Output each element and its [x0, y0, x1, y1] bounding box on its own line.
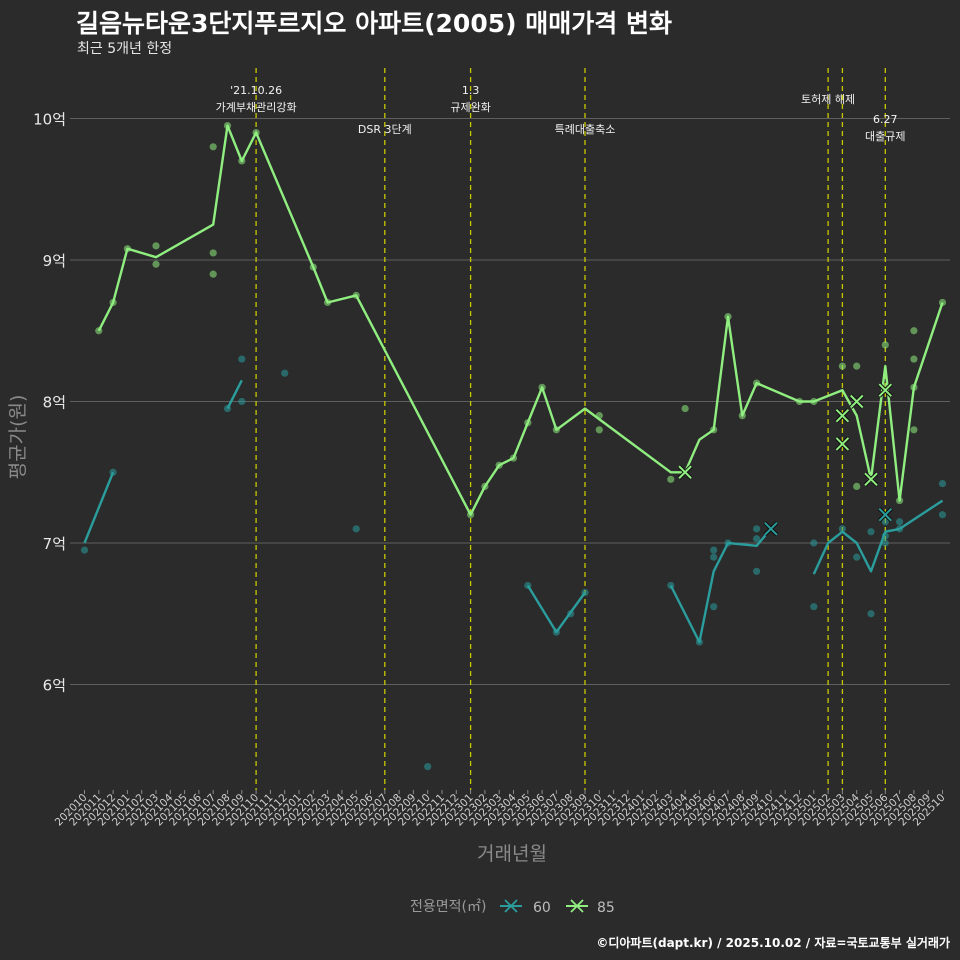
data-point-85: [595, 426, 603, 434]
cancelled-marker-85: [878, 383, 893, 397]
data-point-60: [938, 479, 947, 488]
data-point-85: [853, 362, 861, 370]
event-label: 1.3: [462, 84, 480, 97]
series-line-60: [669, 528, 772, 644]
data-point-60: [753, 567, 761, 575]
data-point-60: [938, 511, 947, 519]
data-point-85: [881, 341, 889, 349]
chart-subtitle: 최근 5개년 한정: [77, 41, 173, 57]
y-tick-label: 9억: [43, 252, 66, 270]
legend-title: 전용면적(㎡): [410, 899, 486, 915]
cancelled-marker-60: [878, 507, 893, 522]
event-label: 특례대출축소: [555, 123, 616, 136]
data-point-85: [910, 355, 918, 363]
data-point-60: [810, 603, 818, 611]
data-point-85: [667, 475, 675, 483]
series-line-60: [526, 584, 586, 634]
legend-label-85: 85: [597, 900, 615, 916]
data-point-60: [867, 528, 875, 536]
source-caption: ©디아파트(dapt.kr) / 2025.10.02 / 자료=국토교통부 실…: [596, 936, 950, 950]
event-label: 토허제 해제: [801, 92, 855, 106]
data-point-85: [910, 426, 918, 434]
data-point-85: [152, 242, 160, 250]
event-label: 6.27: [873, 113, 898, 126]
event-label: 규제완화: [450, 101, 490, 114]
series-layer: [80, 121, 947, 771]
data-point-60: [238, 397, 246, 406]
data-point-85: [209, 270, 217, 278]
cancelled-marker-60: [764, 522, 778, 536]
series-line-60: [226, 379, 243, 410]
data-point-60: [753, 525, 761, 533]
y-tick-label: 7억: [43, 535, 66, 553]
cancelled-marker-85: [678, 465, 692, 479]
cancelled-marker-85: [849, 394, 864, 409]
legend-marker-85: [570, 899, 584, 913]
axis-layer: 2020102020112020122021012021022021032021…: [53, 790, 948, 828]
chart-title: 길음뉴타운3단지푸르지오 아파트(2005) 매매가격 변화: [76, 9, 672, 38]
data-point-60: [80, 546, 89, 554]
data-point-85: [838, 362, 847, 370]
data-point-60: [753, 535, 761, 543]
data-point-60: [710, 553, 718, 561]
series-line-85: [97, 124, 944, 516]
legend-marker-60: [504, 899, 518, 913]
data-point-60: [352, 525, 360, 533]
data-point-60: [867, 610, 875, 618]
event-label: DSR 3단계: [358, 123, 412, 136]
data-point-60: [710, 546, 718, 554]
data-point-85: [152, 260, 160, 268]
legend: 전용면적(㎡) 60 85: [410, 899, 615, 916]
data-point-60: [896, 518, 904, 526]
cancelled-marker-85: [864, 472, 878, 487]
data-point-85: [209, 249, 217, 257]
event-label: 가계부채관리강화: [216, 101, 297, 114]
grid-layer: 6억 7억 8억 9억 10억: [33, 111, 950, 695]
data-point-60: [281, 369, 289, 377]
data-point-60: [810, 539, 818, 547]
data-point-60: [881, 518, 889, 526]
data-point-60: [853, 553, 861, 561]
y-axis-title: 평균가(원): [7, 395, 29, 480]
y-tick-label: 8억: [43, 394, 66, 412]
event-label: '21.10.26: [230, 84, 282, 97]
event-label: 대출규제: [865, 130, 905, 143]
series-line-60: [812, 499, 944, 575]
cancelled-marker-85: [835, 408, 850, 423]
data-point-60: [838, 525, 847, 533]
data-point-85: [910, 327, 918, 335]
legend-label-60: 60: [533, 900, 551, 916]
data-point-60: [710, 603, 718, 611]
series-line-60: [83, 471, 115, 544]
cancelled-marker-85: [835, 437, 850, 451]
y-tick-label: 10억: [33, 111, 66, 129]
data-point-60: [424, 762, 432, 771]
data-point-85: [209, 143, 217, 151]
data-point-60: [881, 539, 889, 547]
data-point-85: [681, 404, 689, 413]
x-axis-title: 거래년월: [477, 843, 547, 865]
data-point-85: [853, 482, 861, 490]
data-point-60: [238, 355, 246, 363]
y-tick-label: 6억: [43, 677, 66, 695]
